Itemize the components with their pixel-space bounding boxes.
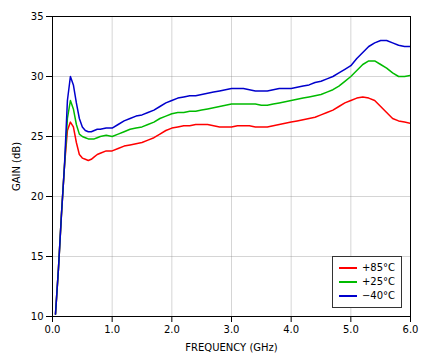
svg-text:5.0: 5.0 [343,324,359,335]
svg-text:30: 30 [31,71,44,82]
svg-text:0.0: 0.0 [45,324,61,335]
svg-text:6.0: 6.0 [403,324,419,335]
svg-text:35: 35 [31,11,44,22]
svg-text:1.0: 1.0 [104,324,120,335]
svg-text:4.0: 4.0 [283,324,299,335]
svg-text:GAIN (dB): GAIN (dB) [11,142,22,191]
svg-text:25: 25 [31,131,44,142]
svg-text:15: 15 [31,251,44,262]
svg-text:20: 20 [31,191,44,202]
svg-text:3.0: 3.0 [224,324,240,335]
html-text:+25°C: +25°C [361,276,395,287]
html-text:−40°C: −40°C [361,290,395,301]
html-text:+85°C: +85°C [361,262,395,273]
svg-text:2.0: 2.0 [164,324,180,335]
svg-text:FREQUENCY (GHz): FREQUENCY (GHz) [185,342,278,353]
svg-text:10: 10 [31,311,44,322]
